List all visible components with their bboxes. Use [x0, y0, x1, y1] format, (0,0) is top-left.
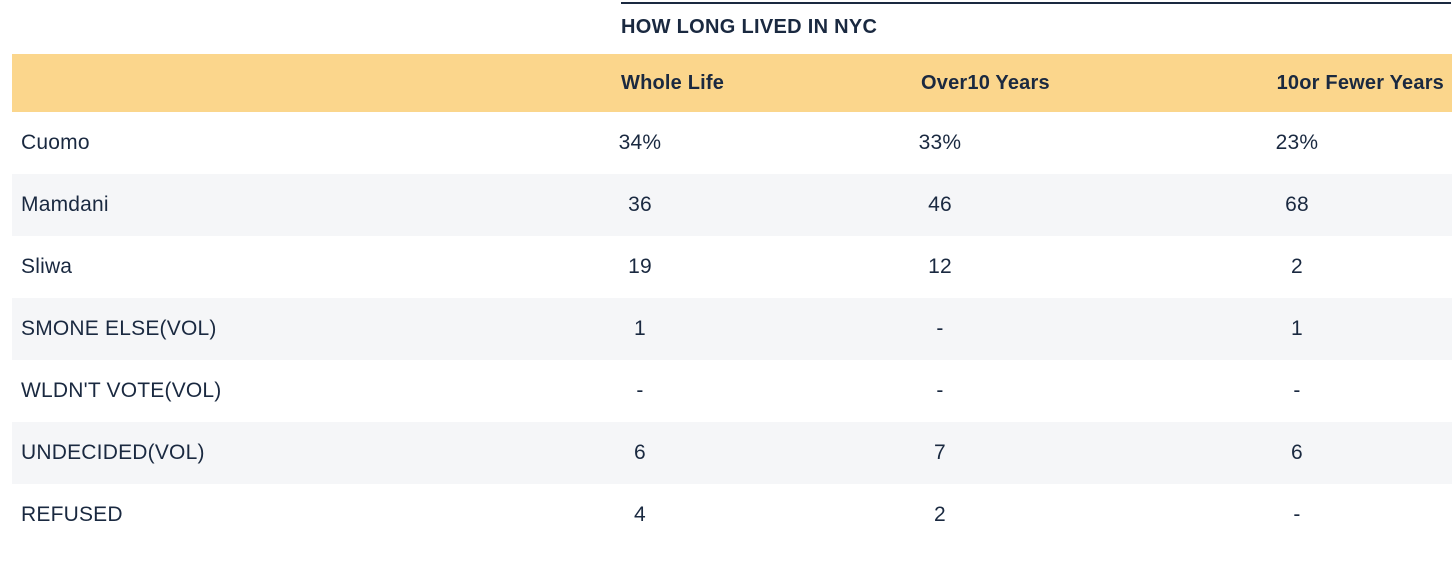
- row-label-cell: WLDN'T VOTE(VOL): [12, 379, 600, 403]
- cell-over-10-years: -: [900, 379, 1256, 403]
- cell-10-or-fewer-years: -: [1256, 503, 1452, 527]
- row-label-cell: Cuomo: [12, 131, 600, 155]
- cell-value: 1: [1291, 317, 1303, 340]
- cell-10-or-fewer-years: 1: [1256, 317, 1452, 341]
- cell-value: -: [936, 379, 944, 402]
- cell-value: 12: [928, 255, 952, 278]
- cell-whole-life: 36: [600, 193, 900, 217]
- cell-value: 46: [928, 193, 952, 216]
- cell-value: 6: [634, 441, 646, 464]
- table-header-row: Whole Life Over10 Years 10or Fewer Years: [12, 54, 1452, 112]
- cell-over-10-years: 7: [900, 441, 1256, 465]
- table-row: SMONE ELSE(VOL) 1 - 1: [12, 298, 1452, 360]
- cell-over-10-years: 12: [900, 255, 1256, 279]
- cell-10-or-fewer-years: 23%: [1256, 131, 1452, 155]
- cell-over-10-years: -: [900, 317, 1256, 341]
- cell-value: 1: [634, 317, 646, 340]
- row-label-cell: Sliwa: [12, 255, 600, 279]
- table-row: Sliwa 19 12 2: [12, 236, 1452, 298]
- row-label-cell: UNDECIDED(VOL): [12, 441, 600, 465]
- cell-value: 2: [1291, 255, 1303, 278]
- row-label-cell: Mamdani: [12, 193, 600, 217]
- table-row: REFUSED 4 2 -: [12, 484, 1452, 546]
- row-label-cell: SMONE ELSE(VOL): [12, 317, 600, 341]
- cell-value: 34%: [618, 131, 662, 154]
- cell-over-10-years: 2: [900, 503, 1256, 527]
- cell-whole-life: 6: [600, 441, 900, 465]
- cell-value: 2: [934, 503, 946, 526]
- cell-value: 33%: [918, 131, 962, 154]
- cell-value: 19: [628, 255, 652, 278]
- cell-value: 68: [1285, 193, 1309, 216]
- cell-whole-life: 1: [600, 317, 900, 341]
- cell-value: 4: [634, 503, 646, 526]
- cell-value: -: [936, 317, 944, 340]
- table-body: Cuomo 34% 33% 23% Mamdani 36 46 68 Sliwa…: [0, 112, 1456, 546]
- column-header-10-or-fewer-years: 10or Fewer Years: [1276, 71, 1444, 94]
- cell-over-10-years: 46: [900, 193, 1256, 217]
- cell-value: 6: [1291, 441, 1303, 464]
- row-label-cell: REFUSED: [12, 503, 600, 527]
- row-label: WLDN'T VOTE(VOL): [21, 379, 222, 402]
- row-label: SMONE ELSE(VOL): [21, 317, 217, 340]
- cell-whole-life: 4: [600, 503, 900, 527]
- cell-value: 7: [934, 441, 946, 464]
- crosstab-table: HOW LONG LIVED IN NYC Whole Life Over10 …: [0, 2, 1456, 546]
- column-header-whole-life: Whole Life: [621, 71, 725, 94]
- row-label: UNDECIDED(VOL): [21, 441, 205, 464]
- table-section-title: HOW LONG LIVED IN NYC: [621, 16, 878, 38]
- cell-over-10-years: 33%: [900, 131, 1256, 155]
- table-row: WLDN'T VOTE(VOL) - - -: [12, 360, 1452, 422]
- cell-10-or-fewer-years: 2: [1256, 255, 1452, 279]
- cell-whole-life: 34%: [600, 131, 900, 155]
- row-label: Mamdani: [21, 193, 109, 216]
- column-header-over-10-years: Over10 Years: [921, 71, 1050, 94]
- cell-whole-life: 19: [600, 255, 900, 279]
- cell-10-or-fewer-years: 68: [1256, 193, 1452, 217]
- header-divider-line: [621, 2, 1451, 4]
- cell-value: 36: [628, 193, 652, 216]
- table-row: Mamdani 36 46 68: [12, 174, 1452, 236]
- cell-value: 23%: [1275, 131, 1319, 154]
- row-label: REFUSED: [21, 503, 123, 526]
- row-label: Cuomo: [21, 131, 90, 154]
- cell-10-or-fewer-years: -: [1256, 379, 1452, 403]
- cell-value: -: [1293, 503, 1301, 526]
- table-row: Cuomo 34% 33% 23%: [12, 112, 1452, 174]
- cell-10-or-fewer-years: 6: [1256, 441, 1452, 465]
- cell-whole-life: -: [600, 379, 900, 403]
- row-label: Sliwa: [21, 255, 73, 278]
- cell-value: -: [1293, 379, 1301, 402]
- cell-value: -: [636, 379, 644, 402]
- table-row: UNDECIDED(VOL) 6 7 6: [12, 422, 1452, 484]
